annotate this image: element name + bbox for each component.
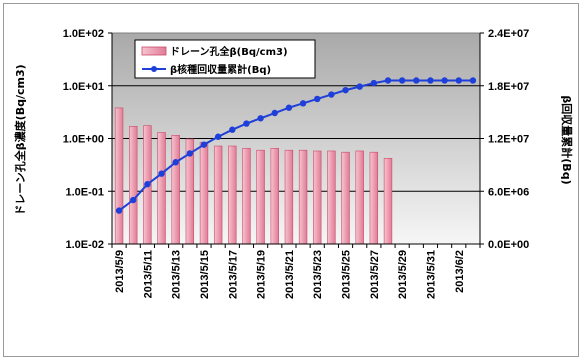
legend-bar-swatch: [141, 46, 167, 56]
line-point: [384, 77, 392, 84]
y-axis-right-label: β回収量累計(Bq): [560, 95, 574, 184]
line-series: [115, 77, 477, 214]
line-point: [130, 196, 137, 204]
left-tick-label: 1.0E+00: [63, 134, 104, 146]
line-point: [427, 77, 434, 84]
right-tick-label: 1.8E+07: [488, 81, 529, 93]
bar: [213, 145, 223, 245]
x-axis-ticks: 2013/5/9 2013/5/11 2013/5/13 2013/5/15 2013/…: [111, 243, 481, 299]
bar: [228, 145, 237, 245]
x-tick-label: 2013/5/21: [284, 250, 296, 299]
bar: [129, 126, 138, 245]
bar: [298, 149, 308, 245]
bar: [327, 150, 336, 245]
x-tick-label: 2013/5/11: [142, 250, 154, 298]
y-axis-left-label: ドレーン孔全β濃度(Bq/cm3): [13, 64, 27, 215]
left-tick-label: 1.0E-01: [65, 186, 104, 198]
x-tick-label: 2013/5/27: [369, 250, 381, 299]
line-point: [200, 141, 208, 148]
left-tick-label: 1.0E+02: [63, 28, 104, 40]
line-point: [356, 83, 363, 90]
line-point: [314, 95, 321, 103]
left-tick-label: 1.0E-02: [65, 239, 104, 251]
line-point: [469, 77, 477, 84]
x-tick-label: 2013/5/19: [256, 250, 268, 299]
line-point: [144, 181, 151, 188]
right-tick-label: 0.0E+00: [488, 239, 529, 251]
x-tick-label: 2013/5/13: [171, 250, 183, 299]
bar: [242, 148, 251, 245]
bar: [313, 150, 322, 245]
line-point: [214, 133, 222, 140]
line-point: [285, 104, 293, 111]
line-point: [257, 115, 264, 122]
line-point: [271, 109, 278, 117]
line-point: [172, 159, 179, 166]
legend-bar-label: ドレーン孔全β(Bq/cm3): [170, 45, 288, 58]
line-point: [186, 150, 194, 157]
x-tick-label: 2013/5/25: [341, 250, 353, 299]
line-point: [398, 77, 406, 84]
bar: [157, 132, 166, 245]
line-point: [299, 100, 307, 107]
bar: [369, 151, 379, 245]
line-point: [229, 126, 236, 133]
bar: [270, 148, 279, 245]
line-point: [115, 207, 123, 214]
right-axis-ticks: 0.0E+00 6.0E+06 1.2E+07 1.8E+07 2.4E+07: [479, 28, 529, 251]
line-point: [413, 77, 420, 84]
bar: [114, 107, 124, 245]
x-tick-label: 2013/5/17: [227, 250, 239, 299]
line-point: [370, 79, 378, 87]
left-tick-label: 1.0E+01: [63, 81, 104, 93]
x-tick-label: 2013/6/2: [454, 250, 466, 293]
line-point: [441, 77, 448, 84]
left-axis-ticks: 1.0E-02 1.0E-01 1.0E+00 1.0E+01 1.0E+02: [63, 28, 113, 251]
x-tick-label: 2013/5/29: [397, 250, 409, 299]
bar: [171, 134, 180, 245]
line-point: [328, 91, 335, 98]
right-tick-label: 6.0E+06: [488, 186, 529, 198]
legend-line-label: β核種回収量累計(Bq): [170, 63, 271, 76]
bar: [341, 151, 350, 245]
x-tick-label: 2013/5/31: [425, 250, 437, 299]
bar: [199, 141, 209, 245]
line-point: [342, 86, 349, 94]
line-point: [243, 120, 250, 127]
right-tick-label: 1.2E+07: [488, 134, 529, 146]
right-tick-label: 2.4E+07: [488, 28, 529, 40]
legend-box: [134, 39, 316, 79]
legend: ドレーン孔全β(Bq/cm3) β核種回収量累計(Bq): [134, 39, 316, 79]
line-point: [158, 170, 165, 177]
bar: [355, 150, 364, 245]
x-tick-label: 2013/5/15: [199, 250, 211, 299]
bar: [256, 149, 265, 245]
bar: [284, 149, 294, 245]
x-tick-label: 2013/5/23: [312, 250, 324, 299]
legend-line-marker: [151, 66, 157, 72]
bar: [383, 158, 393, 245]
x-tick-label: 2013/5/9: [114, 250, 126, 293]
line-point: [455, 77, 462, 84]
